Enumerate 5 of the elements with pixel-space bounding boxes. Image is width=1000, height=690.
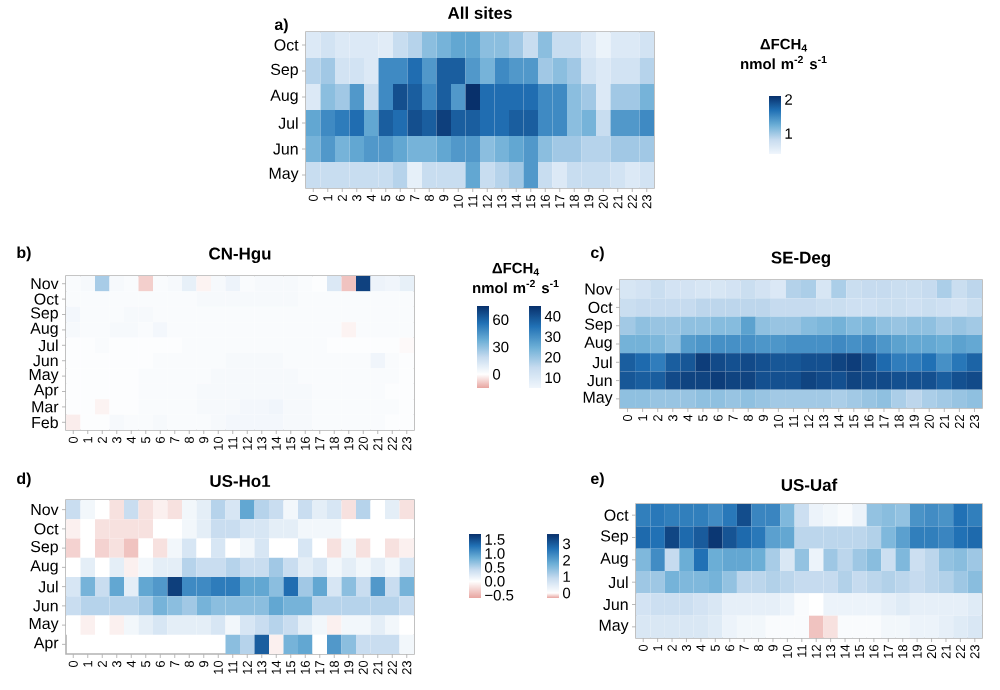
chart-title: US-Ho1 xyxy=(210,475,271,487)
chart-title: SE-Deg xyxy=(771,251,830,268)
chart-title: All sites xyxy=(447,6,512,19)
chart-title: US-Uaf xyxy=(781,478,838,491)
chart-title: CN-Hgu xyxy=(209,247,271,264)
